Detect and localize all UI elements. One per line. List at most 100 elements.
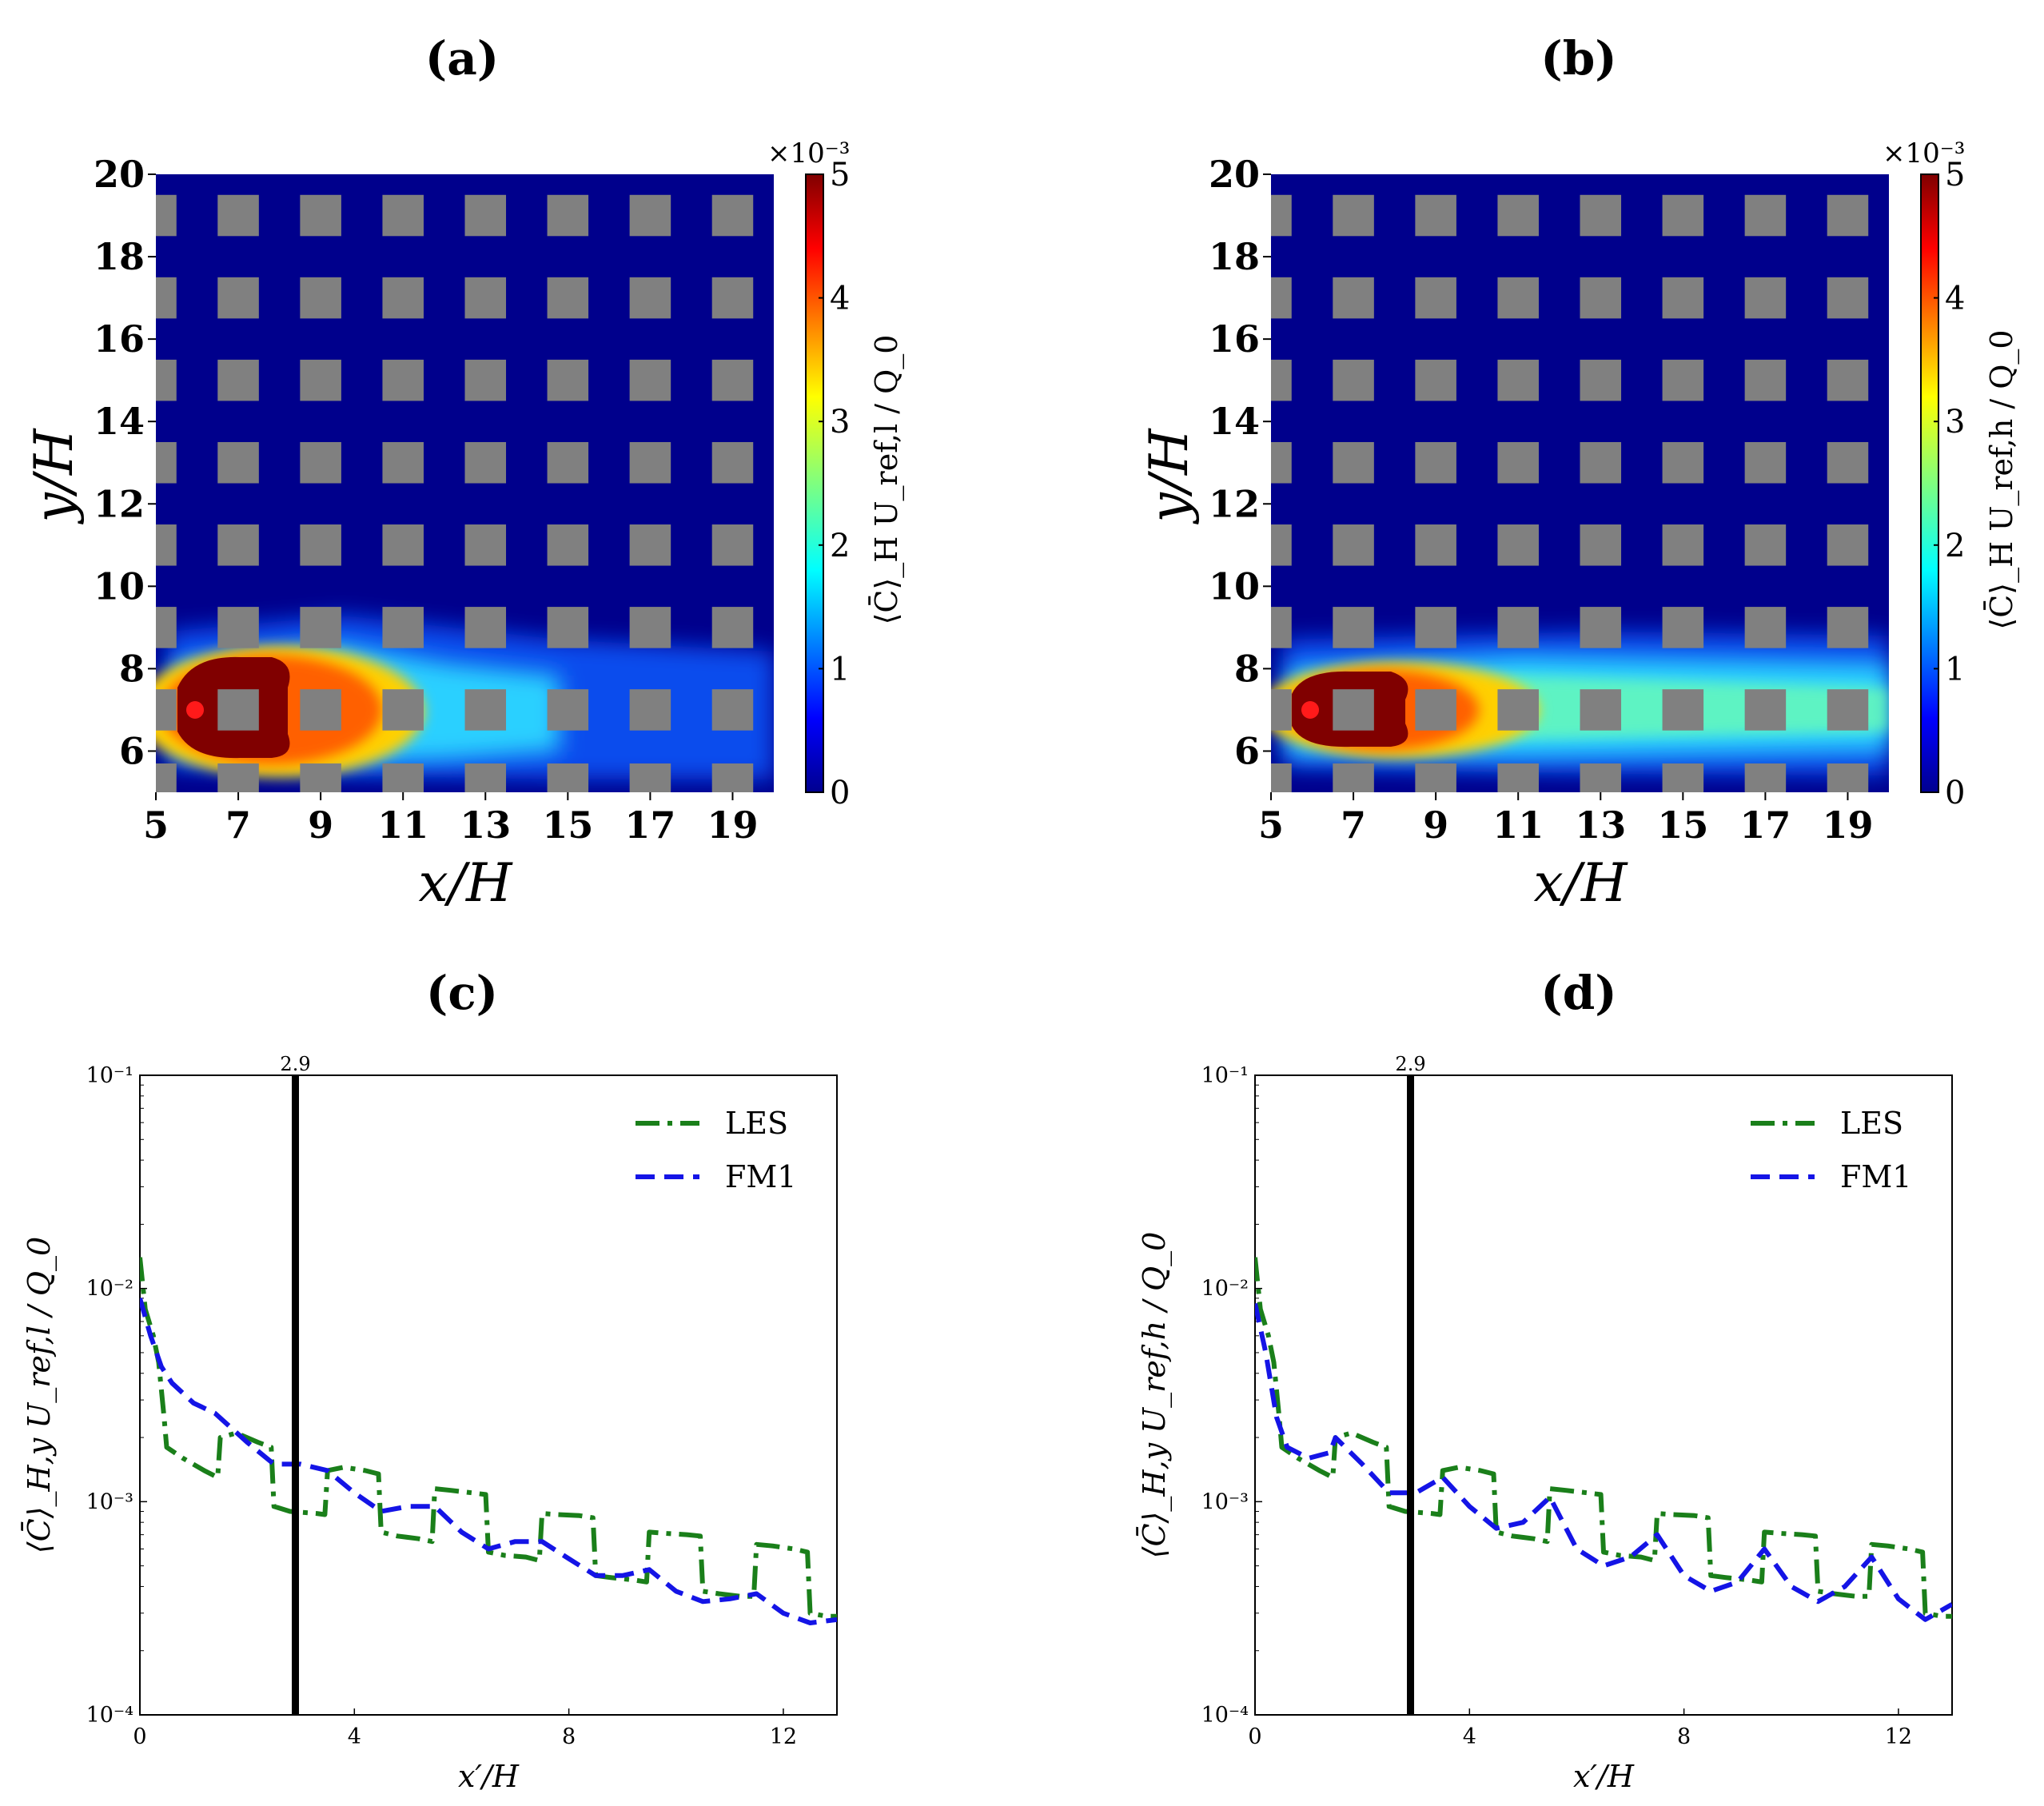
y-tick-label: 12	[1209, 482, 1260, 525]
y-tick-label: 14	[94, 400, 145, 443]
plot-d-frame	[1254, 1074, 1953, 1716]
series-line-les	[1255, 1257, 1952, 1619]
building-block	[1827, 607, 1869, 648]
building-block	[547, 359, 589, 401]
building-block	[300, 441, 341, 484]
building-block	[1497, 194, 1539, 237]
building-block	[382, 277, 424, 319]
reference-vline-label: 2.9	[1395, 1053, 1425, 1075]
building-block	[1744, 763, 1787, 792]
y-tick-label: 14	[1209, 400, 1260, 443]
building-block	[156, 194, 177, 237]
building-block	[1333, 194, 1374, 237]
building-block	[547, 194, 589, 237]
building-block	[711, 524, 754, 566]
y-tick-label: 6	[1234, 729, 1260, 772]
building-block	[217, 689, 259, 731]
panel-label-d: (d)	[1540, 966, 1616, 1020]
lineplot-c: 0 4 8 12 10⁻⁴ 10⁻³ 10⁻² 10⁻¹ 2.9 LES FM1 x′/H ⟨C…	[22, 1053, 838, 1794]
building-block	[547, 524, 589, 566]
building-block	[382, 607, 424, 648]
building-block	[382, 441, 424, 484]
building-block	[156, 359, 177, 401]
colorbar-b: ×10⁻³ 0 1 2 3 4 5 ⟨C̄⟩_H U_ref,h / Q_0	[1883, 138, 2020, 811]
building-block	[547, 277, 589, 319]
heatmap-a	[156, 174, 774, 792]
building-block	[547, 607, 589, 648]
x-tick-label: 15	[1657, 803, 1708, 847]
series-c	[140, 1257, 837, 1625]
building-block	[1744, 359, 1787, 401]
legend-label-fm1: FM1	[725, 1159, 796, 1194]
y-tick-label: 6	[119, 729, 145, 772]
building-block	[711, 689, 754, 731]
colorbar-tick-label: 1	[1945, 651, 1965, 688]
building-block	[382, 689, 424, 731]
building-block	[300, 359, 341, 401]
building-block	[156, 763, 177, 792]
building-block	[382, 359, 424, 401]
building-block	[1497, 441, 1539, 484]
y-tick-label: 12	[94, 482, 145, 525]
building-block	[1662, 277, 1704, 319]
building-block	[1271, 441, 1292, 484]
building-block	[217, 763, 259, 792]
building-block	[156, 441, 177, 484]
building-block	[1415, 607, 1456, 648]
building-block	[156, 689, 177, 731]
series-line-les	[140, 1257, 837, 1619]
building-block	[1580, 689, 1622, 731]
building-block	[464, 524, 507, 566]
xlabel-d: x′/H	[1573, 1759, 1635, 1794]
y-tick-label: 10⁻³	[1201, 1489, 1249, 1514]
vline-d: 2.9	[1395, 1053, 1426, 1715]
colorbar-tick-label: 5	[1945, 157, 1965, 193]
building-block	[711, 359, 754, 401]
colorbar-tick-label: 0	[830, 775, 850, 811]
y-tick-label: 18	[1209, 235, 1260, 278]
ylabel-c: ⟨C̄⟩_H,y U_ref,l / Q_0	[22, 1237, 58, 1553]
building-block	[1827, 194, 1869, 237]
heatmap-b	[1271, 174, 1889, 792]
colorbar-tick-label: 2	[1945, 528, 1965, 564]
building-block	[1271, 277, 1292, 319]
building-block	[1333, 524, 1374, 566]
colorbar-a-label: ⟨C̄⟩_H U_ref,l / Q_0	[869, 335, 905, 625]
building-block	[1271, 194, 1292, 237]
legend-label-fm1: FM1	[1840, 1159, 1911, 1194]
building-block	[1580, 194, 1622, 237]
reference-vline-label: 2.9	[280, 1053, 310, 1075]
x-tick-label: 12	[770, 1724, 797, 1749]
building-block	[629, 607, 671, 648]
building-block	[1827, 763, 1869, 792]
building-block	[217, 194, 259, 237]
x-tick-label: 17	[624, 803, 675, 847]
x-tick-label: 19	[1822, 803, 1873, 847]
axes-b-ticks: 5 7 9 11 13 15 17 19 6 8 10 12 14 16 18 20	[1209, 153, 1873, 847]
plot-c-frame	[139, 1074, 838, 1716]
building-block	[1333, 607, 1374, 648]
building-block	[711, 441, 754, 484]
xlabel-a: x/H	[418, 852, 512, 914]
x-tick-label: 0	[133, 1724, 146, 1749]
building-block	[464, 607, 507, 648]
building-block	[629, 277, 671, 319]
building-block	[1662, 689, 1704, 731]
building-block	[1333, 689, 1374, 731]
colorbar-tick-label: 2	[830, 528, 850, 564]
building-block	[1662, 194, 1704, 237]
source-point-b	[1301, 701, 1319, 719]
building-block	[382, 763, 424, 792]
building-block	[1580, 441, 1622, 484]
building-block	[1827, 277, 1869, 319]
building-block	[1497, 359, 1539, 401]
y-tick-label: 16	[94, 317, 145, 361]
building-block	[300, 194, 341, 237]
building-block	[1744, 524, 1787, 566]
x-tick-label: 7	[225, 803, 251, 847]
colorbar-a-gradient	[805, 173, 824, 793]
building-block	[1271, 524, 1292, 566]
y-tick-label: 10⁻⁴	[86, 1703, 133, 1728]
y-tick-label: 20	[94, 153, 145, 196]
